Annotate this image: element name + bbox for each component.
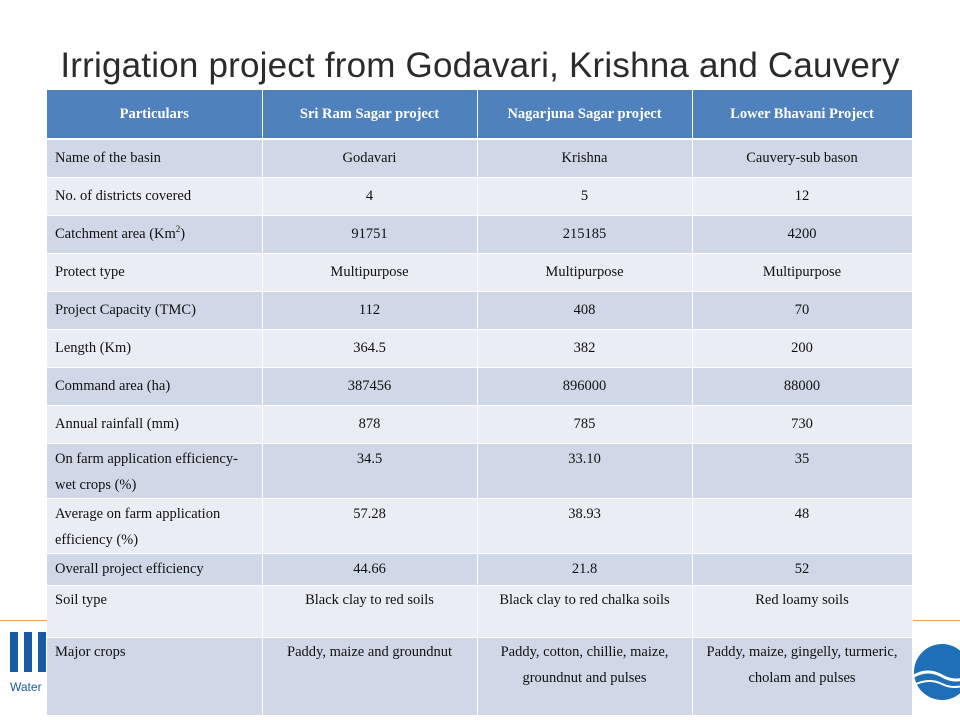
table-cell: Paddy, maize, gingelly, turmeric, cholam… — [692, 637, 913, 716]
table-cell: 5 — [477, 177, 693, 216]
column-header: Sri Ram Sagar project — [262, 90, 478, 140]
row-label: Project Capacity (TMC) — [47, 291, 263, 330]
table-cell: 12 — [692, 177, 913, 216]
table-cell: Multipurpose — [477, 253, 693, 292]
table-row: Command area (ha) 387456 896000 88000 — [47, 367, 913, 406]
table-row: Catchment area (Km2) 91751 215185 4200 — [47, 215, 913, 254]
table-row: Soil type Black clay to red soils Black … — [47, 585, 913, 638]
row-label-text: Catchment area (Km — [55, 225, 176, 242]
logo-text: Water — [10, 680, 42, 694]
row-label: Average on farm application efficiency (… — [47, 498, 263, 554]
table-cell: 52 — [692, 553, 913, 586]
table-header-row: Particulars Sri Ram Sagar project Nagarj… — [47, 90, 913, 140]
table-cell: 382 — [477, 329, 693, 368]
table-row: Project Capacity (TMC) 112 408 70 — [47, 291, 913, 330]
table-cell: Paddy, cotton, chillie, maize, groundnut… — [477, 637, 693, 716]
row-label: Catchment area (Km2) — [47, 215, 263, 254]
table-cell: Cauvery-sub bason — [692, 139, 913, 178]
table-row: Name of the basin Godavari Krishna Cauve… — [47, 139, 913, 178]
table-cell: 70 — [692, 291, 913, 330]
superscript: 2 — [175, 223, 181, 234]
table-row: Average on farm application efficiency (… — [47, 498, 913, 554]
table-cell: 33.10 — [477, 443, 693, 499]
table-cell: Paddy, maize and groundnut — [262, 637, 478, 716]
row-label: Annual rainfall (mm) — [47, 405, 263, 444]
globe-logo-icon — [912, 642, 960, 702]
table-cell: 896000 — [477, 367, 693, 406]
table-cell: 48 — [692, 498, 913, 554]
row-label: Soil type — [47, 585, 263, 638]
table-cell: 387456 — [262, 367, 478, 406]
table-cell: Black clay to red chalka soils — [477, 585, 693, 638]
table-row: Protect type Multipurpose Multipurpose M… — [47, 253, 913, 292]
table-cell: Red loamy soils — [692, 585, 913, 638]
table-cell: 57.28 — [262, 498, 478, 554]
table-row: Length (Km) 364.5 382 200 — [47, 329, 913, 368]
row-label: Command area (ha) — [47, 367, 263, 406]
table-cell: 34.5 — [262, 443, 478, 499]
table-cell: Multipurpose — [262, 253, 478, 292]
table-cell: 4 — [262, 177, 478, 216]
table-cell: 21.8 — [477, 553, 693, 586]
irrigation-comparison-table: Particulars Sri Ram Sagar project Nagarj… — [47, 90, 913, 716]
table-cell: Godavari — [262, 139, 478, 178]
row-label: On farm application efficiency-wet crops… — [47, 443, 263, 499]
row-label: Length (Km) — [47, 329, 263, 368]
table-cell: 200 — [692, 329, 913, 368]
table-cell: 35 — [692, 443, 913, 499]
row-label: Name of the basin — [47, 139, 263, 178]
table-cell: Multipurpose — [692, 253, 913, 292]
table-row: Overall project efficiency 44.66 21.8 52 — [47, 553, 913, 586]
table-row: On farm application efficiency-wet crops… — [47, 443, 913, 499]
table-cell: 91751 — [262, 215, 478, 254]
table-cell: 112 — [262, 291, 478, 330]
table-cell: 878 — [262, 405, 478, 444]
row-label: No. of districts covered — [47, 177, 263, 216]
table-cell: 38.93 — [477, 498, 693, 554]
column-header: Nagarjuna Sagar project — [477, 90, 693, 140]
column-header: Lower Bhavani Project — [692, 90, 913, 140]
table-row: No. of districts covered 4 5 12 — [47, 177, 913, 216]
table-row: Major crops Paddy, maize and groundnut P… — [47, 637, 913, 716]
table-cell: 408 — [477, 291, 693, 330]
table-row: Annual rainfall (mm) 878 785 730 — [47, 405, 913, 444]
organization-logo: Water — [4, 632, 48, 694]
table-cell: 215185 — [477, 215, 693, 254]
row-label: Overall project efficiency — [47, 553, 263, 586]
column-header: Particulars — [47, 90, 263, 140]
page-title: Irrigation project from Godavari, Krishn… — [60, 46, 900, 85]
table-cell: 785 — [477, 405, 693, 444]
table-cell: Black clay to red soils — [262, 585, 478, 638]
table-cell: 4200 — [692, 215, 913, 254]
row-label: Protect type — [47, 253, 263, 292]
table-cell: 44.66 — [262, 553, 478, 586]
logo-bar — [10, 632, 18, 672]
table-cell: 364.5 — [262, 329, 478, 368]
row-label-suffix: ) — [180, 225, 186, 242]
logo-bar — [38, 632, 46, 672]
table-cell: Krishna — [477, 139, 693, 178]
table-cell: 730 — [692, 405, 913, 444]
logo-bar — [24, 632, 32, 672]
row-label: Major crops — [47, 637, 263, 716]
table-cell: 88000 — [692, 367, 913, 406]
